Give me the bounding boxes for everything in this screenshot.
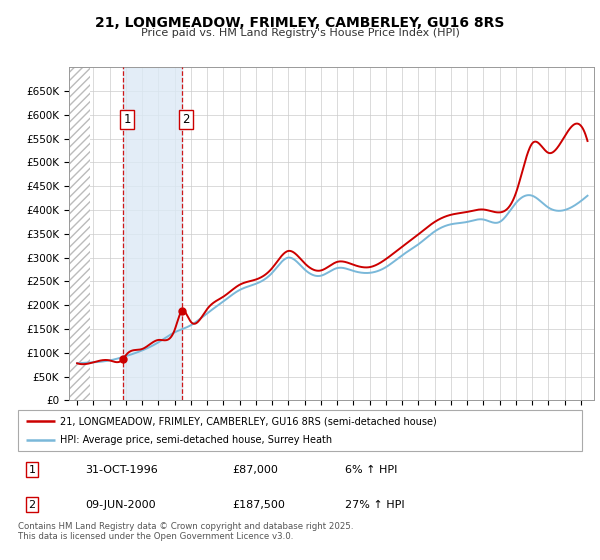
Text: 31-OCT-1996: 31-OCT-1996 [86, 465, 158, 475]
FancyBboxPatch shape [18, 410, 582, 451]
Text: 21, LONGMEADOW, FRIMLEY, CAMBERLEY, GU16 8RS: 21, LONGMEADOW, FRIMLEY, CAMBERLEY, GU16… [95, 16, 505, 30]
Bar [69, 67, 90, 400]
Text: 1: 1 [29, 465, 35, 475]
Text: 1: 1 [124, 113, 131, 126]
Text: 21, LONGMEADOW, FRIMLEY, CAMBERLEY, GU16 8RS (semi-detached house): 21, LONGMEADOW, FRIMLEY, CAMBERLEY, GU16… [60, 417, 437, 426]
Text: £87,000: £87,000 [232, 465, 278, 475]
Text: Contains HM Land Registry data © Crown copyright and database right 2025.
This d: Contains HM Land Registry data © Crown c… [18, 522, 353, 542]
Text: 27% ↑ HPI: 27% ↑ HPI [345, 500, 405, 510]
Text: 6% ↑ HPI: 6% ↑ HPI [345, 465, 397, 475]
Bar [123, 67, 182, 400]
Text: HPI: Average price, semi-detached house, Surrey Heath: HPI: Average price, semi-detached house,… [60, 435, 332, 445]
Text: 09-JUN-2000: 09-JUN-2000 [86, 500, 157, 510]
Text: 2: 2 [182, 113, 190, 126]
Text: £187,500: £187,500 [232, 500, 285, 510]
Text: Price paid vs. HM Land Registry's House Price Index (HPI): Price paid vs. HM Land Registry's House … [140, 28, 460, 38]
Text: 2: 2 [29, 500, 35, 510]
